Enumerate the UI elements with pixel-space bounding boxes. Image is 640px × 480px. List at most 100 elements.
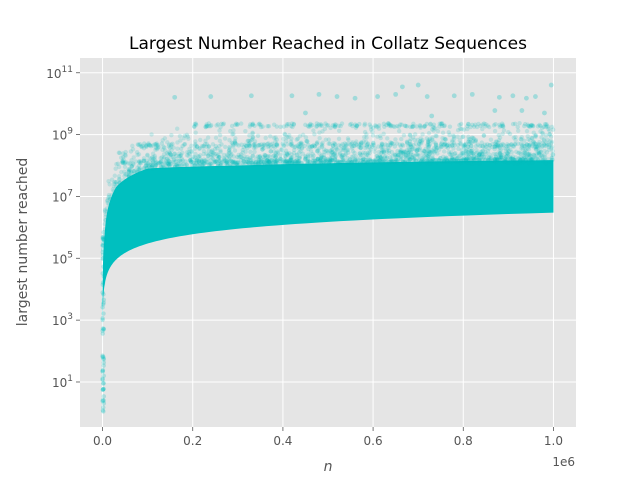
- data-point: [386, 121, 391, 126]
- data-point: [282, 159, 287, 164]
- data-point: [288, 139, 294, 144]
- data-point: [350, 159, 355, 165]
- data-point: [334, 146, 339, 152]
- data-point: [245, 154, 250, 160]
- data-point: [374, 157, 379, 162]
- data-point: [147, 159, 152, 164]
- data-point: [260, 124, 265, 129]
- data-point: [307, 122, 313, 128]
- data-point: [468, 124, 473, 130]
- data-point: [279, 147, 284, 152]
- data-point: [358, 142, 363, 147]
- data-point: [203, 138, 208, 143]
- data-point: [503, 159, 509, 165]
- data-point: [165, 140, 170, 145]
- data-point: [445, 158, 450, 164]
- data-point: [501, 152, 507, 157]
- data-point: [457, 122, 462, 128]
- data-point: [469, 150, 474, 156]
- data-point: [465, 150, 471, 155]
- data-point: [209, 162, 215, 167]
- data-point: [346, 137, 351, 143]
- data-point: [249, 160, 254, 165]
- data-point: [123, 152, 128, 157]
- data-point: [546, 142, 551, 147]
- data-point: [389, 159, 394, 164]
- data-point: [263, 161, 268, 166]
- data-point: [398, 144, 403, 149]
- data-point: [102, 207, 108, 213]
- data-point: [362, 121, 368, 127]
- data-point: [248, 155, 253, 161]
- data-point: [168, 151, 173, 157]
- data-point: [498, 154, 504, 160]
- data-point: [193, 155, 198, 161]
- data-point: [499, 157, 504, 163]
- data-point: [431, 157, 437, 163]
- data-point: [488, 155, 493, 160]
- data-point: [196, 154, 202, 159]
- data-point: [116, 150, 122, 155]
- data-point: [306, 158, 311, 164]
- data-point: [463, 158, 469, 163]
- data-point: [287, 158, 292, 163]
- data-point: [453, 158, 459, 163]
- data-point: [357, 161, 362, 166]
- data-point: [410, 152, 415, 158]
- data-point: [429, 148, 434, 153]
- data-point: [345, 160, 350, 165]
- data-point: [268, 161, 273, 166]
- data-point: [480, 122, 485, 127]
- data-point: [445, 159, 450, 165]
- data-point: [422, 149, 427, 154]
- data-point: [461, 157, 467, 163]
- data-point: [261, 146, 266, 151]
- data-point: [363, 139, 369, 145]
- data-point: [172, 164, 178, 170]
- data-point: [245, 159, 250, 164]
- data-point: [189, 157, 194, 162]
- data-point: [525, 152, 531, 157]
- data-point: [427, 149, 432, 154]
- data-point: [311, 153, 316, 158]
- data-point: [339, 159, 345, 165]
- data-point: [232, 138, 238, 144]
- y-tick-base: 10: [52, 252, 67, 266]
- data-point: [201, 161, 207, 166]
- data-point: [543, 124, 549, 130]
- data-point: [407, 156, 412, 162]
- data-point: [243, 143, 249, 149]
- data-point: [395, 153, 401, 158]
- outlier-point: [451, 93, 457, 99]
- data-point: [477, 161, 482, 166]
- data-point: [371, 141, 376, 146]
- data-point: [485, 158, 491, 163]
- data-point: [403, 123, 408, 129]
- data-point: [440, 154, 446, 160]
- data-point: [323, 148, 329, 153]
- data-point: [211, 153, 216, 158]
- data-point: [120, 160, 125, 165]
- data-point: [100, 369, 105, 374]
- data-point: [101, 356, 106, 361]
- data-point: [321, 155, 327, 160]
- data-point: [196, 158, 202, 164]
- data-point: [400, 158, 405, 164]
- data-point: [319, 123, 325, 128]
- data-point: [426, 144, 432, 150]
- data-point: [273, 139, 278, 144]
- data-point: [101, 292, 106, 297]
- data-point: [478, 149, 484, 155]
- data-point: [107, 194, 112, 200]
- data-point: [514, 149, 519, 155]
- data-point: [282, 132, 288, 137]
- data-point: [257, 142, 262, 148]
- data-point: [516, 156, 521, 161]
- data-point: [372, 149, 377, 154]
- data-point: [204, 123, 210, 129]
- data-point: [258, 156, 264, 161]
- data-point: [272, 160, 277, 165]
- data-point: [285, 161, 290, 166]
- data-point: [282, 157, 287, 162]
